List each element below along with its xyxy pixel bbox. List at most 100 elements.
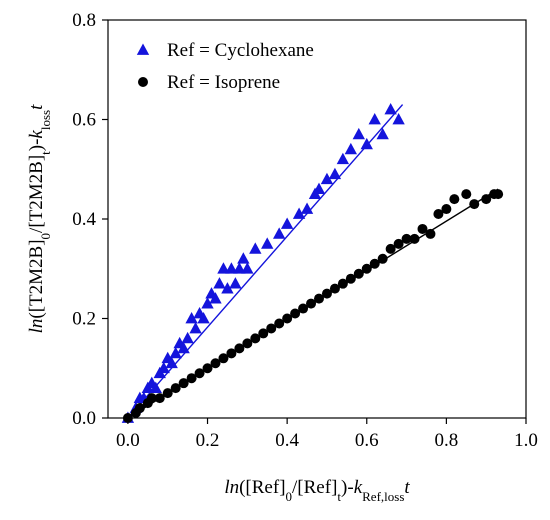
y-tick-label: 0.8 (72, 10, 96, 31)
data-point (170, 383, 181, 394)
data-point (209, 292, 222, 304)
axis-title-segment: ([T2M2B] (26, 239, 47, 318)
y-axis-ticks: 0.0 0.2 0.4 0.6 0.8 (72, 10, 108, 429)
data-point (306, 298, 317, 309)
data-point (433, 209, 444, 220)
x-axis-ticks: 0.0 0.2 0.4 0.6 0.8 1.0 (116, 418, 538, 451)
data-point (385, 243, 396, 254)
data-point (321, 288, 332, 299)
data-point (368, 113, 381, 125)
data-point (352, 127, 365, 140)
data-point (241, 262, 254, 274)
y-tick-label: 0.4 (72, 209, 96, 230)
legend-marker-2 (138, 77, 148, 87)
data-point (181, 331, 194, 344)
x-tick-label: 1.0 (514, 430, 538, 451)
axis-title-segment: ([Ref] (239, 477, 285, 498)
y-tick-label: 0.6 (72, 110, 96, 131)
data-point (336, 152, 350, 165)
data-point (242, 338, 253, 349)
data-point (250, 333, 261, 344)
data-point (469, 199, 480, 210)
x-tick-label: 0.2 (196, 430, 220, 451)
y-axis-title: ln([T2M2B]0/[T2M2B]t)-klosst (26, 104, 53, 334)
data-point (162, 388, 173, 399)
data-point (337, 278, 348, 289)
data-point (273, 227, 286, 239)
data-point (384, 103, 397, 115)
data-point (213, 277, 226, 289)
axis-title-segment: /[Ref] (292, 477, 337, 498)
data-point (312, 182, 326, 195)
data-point (134, 403, 145, 414)
data-point (292, 207, 306, 219)
data-point (298, 303, 309, 314)
axis-title-segment: k (26, 130, 47, 139)
data-point (377, 253, 388, 264)
data-point (194, 368, 205, 379)
data-point (189, 321, 202, 334)
data-point (233, 262, 246, 274)
data-point (177, 341, 190, 354)
legend-label-1: Ref = Cyclohexane (167, 40, 314, 61)
data-point (122, 413, 133, 423)
data-point (360, 137, 373, 150)
legend-marker-1 (136, 43, 150, 55)
data-point (320, 172, 334, 185)
y-tick-label: 0.0 (72, 408, 96, 429)
axis-title-segment: t (38, 151, 53, 155)
data-point (210, 358, 221, 369)
data-point (218, 353, 229, 364)
axis-title-segment: 0 (38, 233, 53, 240)
axis-title-segment: t (337, 489, 341, 504)
data-point (393, 238, 404, 249)
axis-title-segment: loss (38, 110, 53, 130)
axis-title-segment: ln (224, 477, 239, 498)
data-point (425, 228, 436, 239)
data-point (344, 142, 358, 155)
x-tick-label: 0.8 (435, 430, 459, 451)
data-point (449, 194, 460, 205)
data-point (282, 313, 293, 324)
data-point (234, 343, 245, 354)
data-point (461, 189, 472, 200)
data-point (185, 312, 198, 324)
series-1 (121, 103, 405, 423)
fit-line (127, 104, 404, 419)
axis-title-segment: )- (341, 477, 354, 498)
data-point (149, 381, 162, 394)
x-tick-label: 0.6 (355, 430, 379, 451)
data-point (481, 194, 492, 205)
data-point (353, 268, 364, 279)
axis-title-segment: /[T2M2B] (26, 155, 47, 233)
data-point (217, 262, 230, 274)
x-axis-title: ln([Ref]0/[Ref]t)-kRef,losst (224, 477, 410, 504)
data-point (165, 356, 178, 369)
data-point (169, 346, 182, 359)
data-point (376, 127, 389, 140)
data-point (157, 361, 170, 374)
legend-label-2: Ref = Isoprene (167, 72, 280, 93)
axis-title-segment: k (354, 477, 363, 498)
data-point (201, 297, 214, 309)
x-tick-label: 0.4 (275, 430, 299, 451)
data-point (401, 233, 412, 244)
data-point (226, 348, 237, 359)
data-point (417, 223, 428, 234)
x-tick-label: 0.0 (116, 430, 140, 451)
data-point (249, 242, 262, 254)
axis-title-segment: ln (26, 319, 47, 334)
data-point (345, 273, 356, 284)
data-point (261, 237, 274, 249)
data-point (186, 373, 197, 384)
data-point (154, 393, 165, 404)
axis-title-segment: 0 (286, 489, 293, 504)
data-point (392, 113, 405, 125)
data-point (237, 252, 250, 264)
data-point (202, 363, 213, 374)
data-point (369, 258, 380, 269)
series-2 (122, 188, 504, 423)
data-point (300, 202, 314, 214)
data-point (329, 283, 340, 294)
